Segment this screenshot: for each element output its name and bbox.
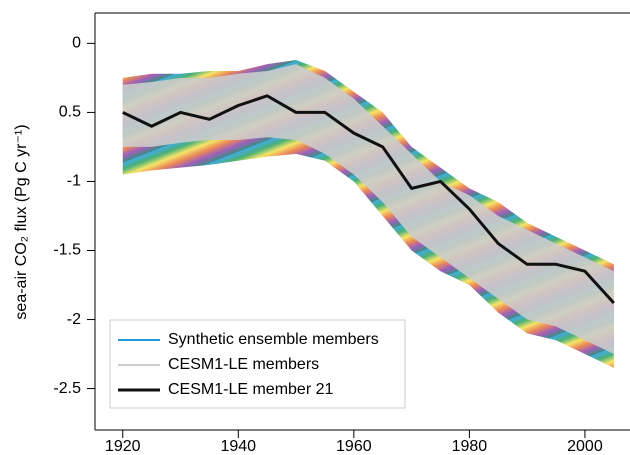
x-tick-label: 1980 bbox=[452, 438, 488, 455]
legend-label: CESM1-LE members bbox=[168, 356, 319, 373]
y-tick-label: 0 bbox=[72, 35, 81, 52]
y-tick-label: -1.5 bbox=[53, 242, 81, 259]
x-tick-label: 2000 bbox=[567, 438, 603, 455]
y-tick-label: -2 bbox=[67, 311, 81, 328]
x-tick-label: 1960 bbox=[336, 438, 372, 455]
x-tick-label: 1940 bbox=[220, 438, 256, 455]
y-tick-label: 0.5 bbox=[59, 104, 81, 121]
legend-label: CESM1-LE member 21 bbox=[168, 381, 333, 398]
member-line bbox=[122, 94, 615, 304]
legend-label: Synthetic ensemble members bbox=[168, 331, 379, 348]
ensemble-band bbox=[122, 64, 614, 355]
y-tick-label: -1 bbox=[67, 173, 81, 190]
y-tick-label: -2.5 bbox=[53, 380, 81, 397]
x-tick-label: 1920 bbox=[105, 438, 141, 455]
y-axis-label: sea-air CO₂ flux (Pg C yr⁻¹) bbox=[13, 124, 30, 319]
